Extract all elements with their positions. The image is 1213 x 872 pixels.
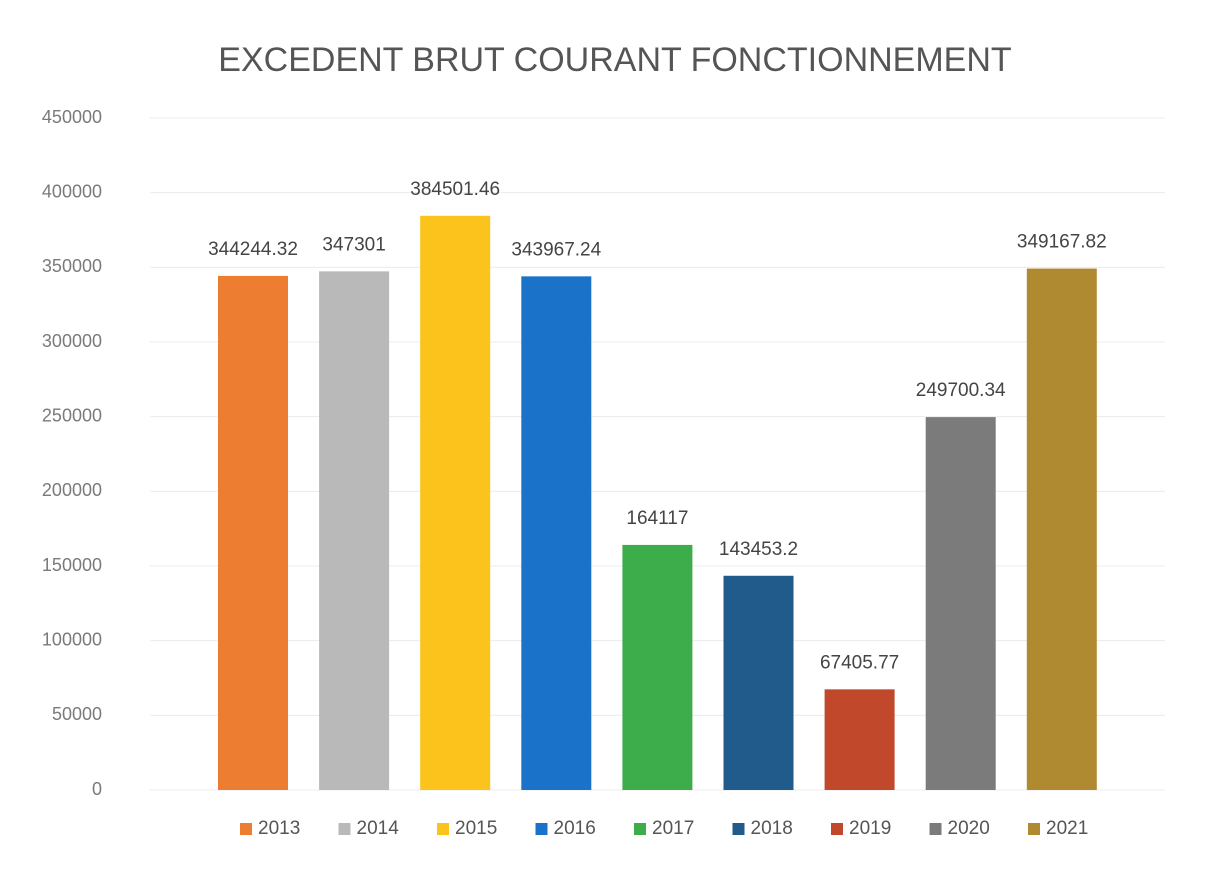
chart-title: EXCEDENT BRUT COURANT FONCTIONNEMENT: [218, 41, 1011, 79]
data-label: 384501.46: [410, 179, 500, 200]
legend-label: 2018: [751, 818, 793, 839]
bar: [622, 544, 693, 790]
y-tick-label: 150000: [42, 555, 102, 575]
legend-swatch: [437, 823, 449, 835]
y-tick-label: 0: [92, 779, 102, 799]
y-tick-label: 350000: [42, 256, 102, 276]
bar: [824, 689, 895, 790]
y-tick-label: 450000: [42, 107, 102, 127]
legend-swatch: [535, 823, 548, 835]
legend-swatch: [240, 823, 252, 835]
y-tick-label: 50000: [52, 704, 102, 724]
y-tick-label: 100000: [42, 629, 102, 649]
data-label: 343967.24: [511, 239, 601, 260]
data-label: 67405.77: [820, 652, 899, 673]
legend-label: 2016: [554, 818, 596, 839]
bar: [723, 575, 794, 790]
bar: [521, 276, 592, 790]
bar: [1026, 268, 1097, 790]
legend-swatch: [1028, 823, 1040, 835]
y-tick-label: 300000: [42, 331, 102, 351]
legend-swatch: [634, 823, 646, 835]
legend-swatch: [732, 823, 745, 835]
y-tick-label: 400000: [42, 181, 102, 201]
data-label: 143453.2: [719, 539, 798, 560]
data-label: 249700.34: [916, 380, 1006, 401]
y-tick-label: 200000: [42, 480, 102, 500]
legend-swatch: [929, 823, 942, 835]
legend-swatch: [831, 823, 843, 835]
legend-swatch: [338, 823, 351, 835]
bar: [319, 271, 390, 790]
y-tick-label: 250000: [42, 405, 102, 425]
legend-label: 2020: [948, 818, 990, 839]
legend-label: 2014: [357, 818, 400, 839]
legend-label: 2013: [258, 818, 300, 839]
bar: [218, 275, 288, 791]
legend-label: 2017: [652, 818, 694, 839]
bar: [420, 215, 491, 790]
data-label: 164117: [626, 508, 688, 529]
data-label: 349167.82: [1017, 232, 1107, 253]
legend-label: 2021: [1046, 818, 1088, 839]
legend-label: 2019: [849, 818, 891, 839]
bar: [925, 417, 996, 790]
legend-label: 2015: [455, 818, 497, 839]
data-label: 344244.32: [208, 239, 298, 260]
data-label: 347301: [322, 234, 385, 255]
